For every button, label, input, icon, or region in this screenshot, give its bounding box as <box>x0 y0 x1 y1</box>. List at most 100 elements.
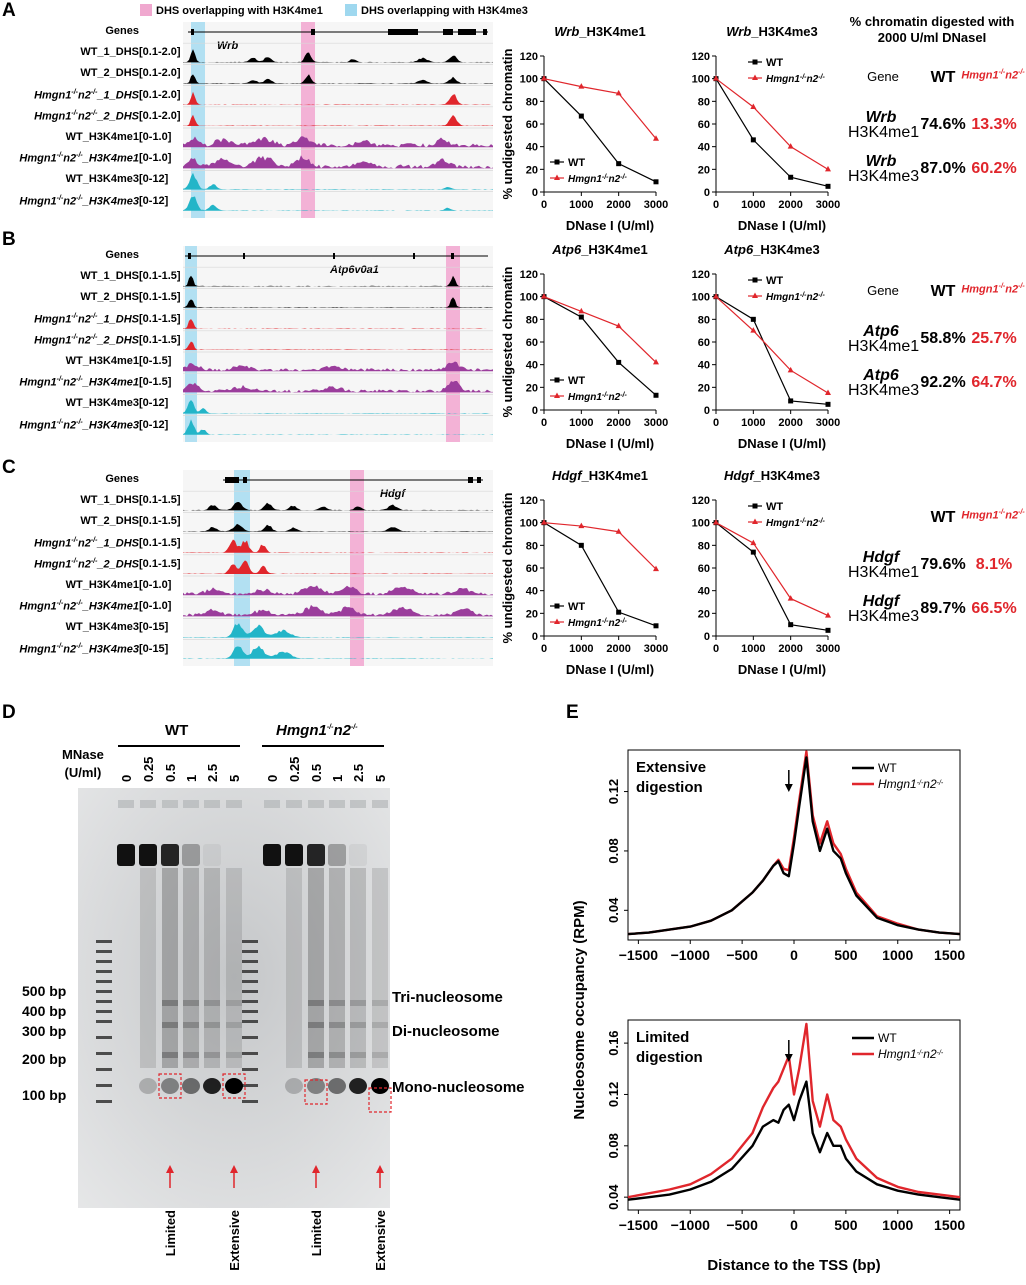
x-tick-label: 2000 <box>778 417 802 429</box>
track-background <box>183 246 493 442</box>
ladder-band <box>96 990 112 993</box>
track-label: Genes <box>105 249 139 261</box>
data-point <box>578 522 585 529</box>
gel-band-oligo <box>308 1052 324 1058</box>
table-row-mut: 64.7% <box>971 374 1017 391</box>
panel-label-d: D <box>2 702 16 723</box>
profile-line <box>627 1080 961 1201</box>
gel-band-oligo <box>204 1052 220 1058</box>
x-tick-label: 0 <box>541 199 547 211</box>
y-tick-label: 120 <box>692 495 710 507</box>
red-arrow-head <box>376 1165 384 1173</box>
track-label: Hmgn1-/-n2-/-_H3K4me3 [0-12] <box>19 418 169 432</box>
track-label: WT_H3K4me3 [0-12] <box>65 397 169 410</box>
col-wt: WT <box>930 69 956 86</box>
dose-label: 0.5 <box>309 764 324 782</box>
gel-band-mono <box>182 1078 200 1094</box>
track-label: Hmgn1-/-n2-/-_H3K4me3 [0-12] <box>19 194 169 208</box>
y-tick-label: 0 <box>704 631 710 643</box>
x-axis-label: DNase I (U/ml) <box>738 218 826 233</box>
gel-band-oligo <box>350 1000 366 1006</box>
table-row-mut: 60.2% <box>971 160 1017 177</box>
ladder-band <box>96 960 112 963</box>
black-arrow-head <box>784 1054 793 1062</box>
table-row-gene: Wrb H3K4me1 <box>848 109 920 141</box>
x-tick-label: 500 <box>834 1217 858 1233</box>
gel-band-oligo <box>308 1000 324 1006</box>
legend-label: Hmgn1-/-n2-/- <box>878 777 944 791</box>
highlight-box <box>368 1087 392 1113</box>
legend-label: WT <box>766 501 783 513</box>
legend-marker <box>554 603 560 609</box>
y-tick-label: 120 <box>692 269 710 281</box>
gel-band-oligo <box>162 1052 178 1058</box>
gel-smear <box>204 868 220 1068</box>
x-tick-label: 0 <box>713 417 719 429</box>
gel-well <box>140 800 156 808</box>
track-label: Genes <box>105 473 139 485</box>
data-point <box>578 542 584 548</box>
gel-well <box>264 800 280 808</box>
table-row-mut: 8.1% <box>975 556 1013 573</box>
dnase-chart-wrb-h3k4me3: Wrb_H3K4me3 0 20 40 60 80 100 120 0 1000 2000 3000 W… <box>670 20 841 238</box>
table-header: % chromatin digested with 2000 U/ml DNas… <box>849 14 1015 45</box>
gel-svg: 0 0.25 0.5 1 2.5 5 0 0.25 0.5 1 2.5 5 Limited Extensi… <box>22 745 525 1271</box>
x-tick-label: −1500 <box>619 1217 659 1233</box>
col-mut: Hmgn1-/-n2-/- <box>961 509 1025 522</box>
y-tick-label: 40 <box>698 360 710 372</box>
gel-band-hmw <box>263 844 281 866</box>
table-row-wt: 74.6% <box>920 116 966 133</box>
nucleosome-label: Mono-nucleosome <box>392 1079 525 1096</box>
plot-title: Limited <box>636 1029 689 1046</box>
x-tick-label: 3000 <box>644 199 668 211</box>
plot-title: Extensive <box>636 759 706 776</box>
y-tick-label: 20 <box>698 382 710 394</box>
y-tick-label: 0 <box>532 405 538 417</box>
gel-band-oligo <box>162 1022 178 1028</box>
y-tick-label: 100 <box>520 74 538 86</box>
y-tick-label: 80 <box>698 96 710 108</box>
data-point <box>653 565 659 572</box>
ladder-band <box>96 980 112 983</box>
gel-well <box>162 800 178 808</box>
plot-title: digestion <box>636 779 703 796</box>
dose-label: 1 <box>330 775 345 782</box>
chart-svg: Hdgf_H3K4me1 0 20 40 60 80 100 120 0 1000 2000 3000… <box>500 468 668 677</box>
y-tick-label: 40 <box>526 142 538 154</box>
nucleosome-label: Tri-nucleosome <box>392 989 503 1006</box>
table-row-mut: 25.7% <box>971 330 1017 347</box>
ladder-band <box>242 980 258 983</box>
x-tick-label: 2000 <box>778 199 802 211</box>
data-point <box>616 161 622 167</box>
y-tick-label: 0.08 <box>606 838 621 863</box>
y-axis-label: % undigested chromatin <box>500 266 515 417</box>
gel-smear <box>183 868 199 1068</box>
ladder-band <box>242 940 258 943</box>
chart-svg: Wrb_H3K4me1 0 20 40 60 80 100 120 0 1000 2000 3000 W… <box>500 24 668 233</box>
gene-exon <box>458 29 476 35</box>
gel-band-oligo <box>183 1000 199 1006</box>
mnase-gel-panel: WT Hmgn1-/-n2-/- MNase (U/ml) 0 0.25 0.5 1 2.5 5 0… <box>0 700 540 1280</box>
panel-label-c: C <box>2 457 16 478</box>
track-label: Hmgn1-/-n2-/-_2_DHS [0.1-2.0] <box>34 109 181 123</box>
data-point <box>578 113 584 119</box>
col-wt: WT <box>930 283 956 300</box>
gel-band-mono <box>349 1078 367 1094</box>
x-tick-label: 2000 <box>606 417 630 429</box>
dose-label: 2.5 <box>205 764 220 782</box>
digestion-table-b: Gene WT Hmgn1-/-n2-/- Atp6 H3K4me1 58.8% 25.7%… <box>838 270 1026 420</box>
legend-label: Hmgn1-/-n2-/- <box>878 1047 944 1061</box>
legend-marker <box>752 74 758 80</box>
data-point <box>750 103 757 109</box>
gel-band-oligo <box>308 1022 324 1028</box>
legend-marker <box>752 518 758 524</box>
signal-track <box>183 623 493 638</box>
bp-marker: 300 bp <box>22 1023 66 1039</box>
track-label: Genes <box>105 25 139 37</box>
data-point <box>713 75 719 81</box>
y-tick-label: 0.12 <box>606 779 621 804</box>
col-wt: WT <box>930 509 956 526</box>
arrow-label: Limited <box>309 1210 324 1256</box>
gene-exon <box>225 477 239 483</box>
data-point <box>750 327 757 333</box>
